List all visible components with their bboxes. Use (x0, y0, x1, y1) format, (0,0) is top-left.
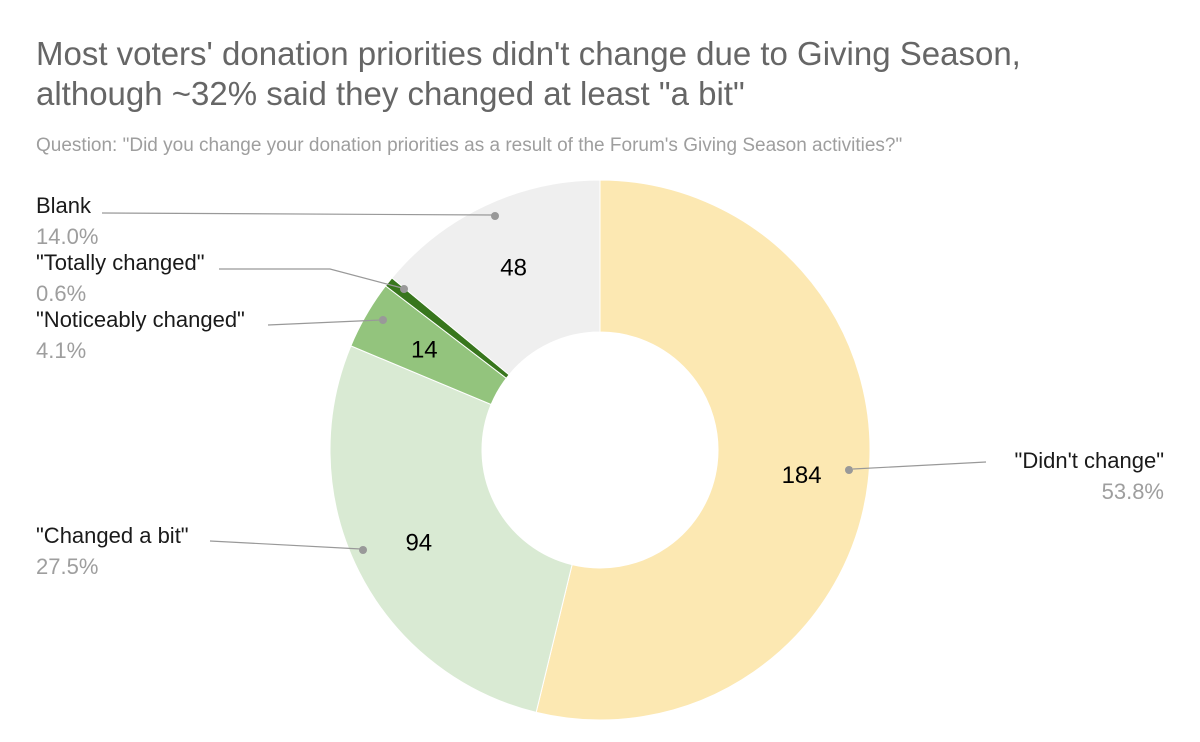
leader-line-didnt-change (852, 461, 987, 470)
chart-subtitle: Question: "Did you change your donation … (36, 135, 903, 156)
callout-didnt-change-pct: 53.8% (1101, 479, 1164, 504)
donut-slice-0[interactable] (535, 179, 871, 721)
callout-didnt-change-label: "Didn't change" (1014, 448, 1164, 473)
slice-value-labels: 184 94 14 48 (405, 254, 821, 556)
callout-didnt-change: "Didn't change" 53.8% (1015, 445, 1164, 507)
callout-totally-changed-label: "Totally changed" (36, 250, 205, 275)
donut-slice-1[interactable] (329, 345, 573, 713)
slice-value-1: 94 (405, 530, 432, 557)
slice-value-0: 184 (782, 462, 822, 489)
slice-value-2: 14 (411, 336, 438, 363)
leader-line-changed-a-bit (209, 540, 362, 550)
callout-leader-lines (101, 212, 987, 554)
chart-title: Most voters' donation priorities didn't … (36, 35, 1021, 112)
leader-line-totally-changed (219, 268, 403, 289)
callout-blank-pct: 14.0% (36, 224, 99, 249)
slice-value-4: 48 (500, 254, 527, 281)
callout-blank: Blank 14.0% (36, 190, 98, 252)
callout-noticeably-changed-label: "Noticeably changed" (36, 307, 245, 332)
leader-dot-blank (491, 212, 499, 220)
callout-changed-a-bit-label: "Changed a bit" (36, 523, 189, 548)
leader-line-noticeably-changed (267, 319, 382, 326)
leader-dot-changed-a-bit (359, 546, 367, 554)
donut-slices (329, 179, 871, 721)
leader-dot-didnt-change (845, 466, 853, 474)
callout-totally-changed: "Totally changed" 0.6% (36, 247, 205, 309)
leader-dot-noticeably-changed (379, 316, 387, 324)
leader-line-blank (101, 212, 494, 216)
donut-slice-4[interactable] (391, 179, 601, 376)
callout-blank-label: Blank (36, 193, 92, 218)
callout-noticeably-changed-pct: 4.1% (36, 338, 87, 363)
callout-changed-a-bit-pct: 27.5% (36, 554, 99, 579)
callout-totally-changed-pct: 0.6% (36, 281, 87, 306)
callout-noticeably-changed: "Noticeably changed" 4.1% (36, 304, 245, 366)
callout-changed-a-bit: "Changed a bit" 27.5% (36, 520, 189, 582)
leader-dot-totally-changed (400, 285, 408, 293)
